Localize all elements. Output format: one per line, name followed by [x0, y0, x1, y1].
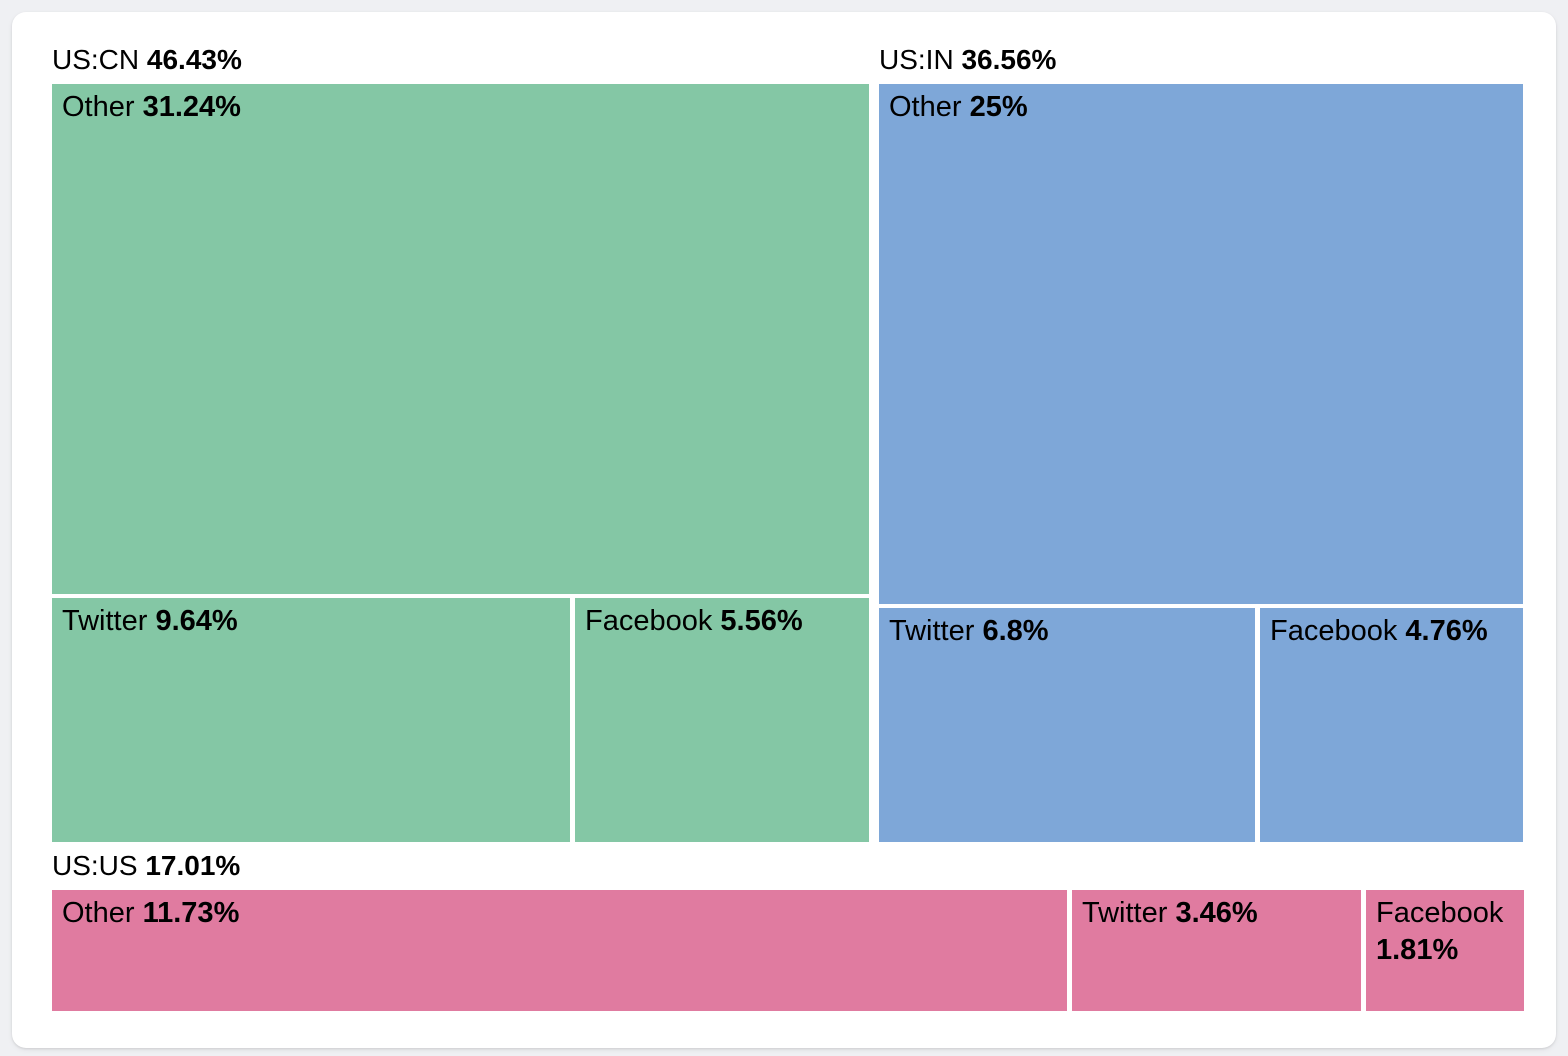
tile-label: Other [889, 91, 962, 123]
group-percent: 46.43% [146, 44, 242, 75]
tile-label: Twitter [889, 615, 975, 647]
treemap-tile-us-in-twitter[interactable]: Twitter 6.8% [879, 608, 1255, 842]
tile-percent: 1.81% [1376, 934, 1459, 966]
treemap-tile-us-cn-twitter[interactable]: Twitter 9.64% [52, 598, 570, 842]
treemap-tile-us-us-facebook[interactable]: Facebook 1.81% [1366, 890, 1524, 1011]
tile-percent: 6.8% [982, 615, 1049, 647]
treemap-tile-us-cn-other[interactable]: Other 31.24% [52, 84, 869, 594]
group-label: US:CN [52, 44, 140, 75]
tile-percent: 25% [969, 91, 1028, 123]
tile-label: Facebook [1270, 615, 1398, 647]
treemap-tile-us-us-other[interactable]: Other 11.73% [52, 890, 1067, 1011]
treemap-tile-us-cn-facebook[interactable]: Facebook 5.56% [575, 598, 869, 842]
group-header-us-cn: US:CN 46.43% [52, 42, 242, 78]
tile-label: Facebook [585, 605, 713, 637]
tile-label: Other [62, 897, 135, 929]
tile-label: Facebook [1376, 897, 1504, 929]
treemap-tile-us-in-facebook[interactable]: Facebook 4.76% [1260, 608, 1523, 842]
chart-card: US:CN 46.43% Other 31.24% Twitter 9.64% … [12, 12, 1556, 1048]
group-percent: 36.56% [961, 44, 1057, 75]
group-percent: 17.01% [145, 850, 241, 881]
tile-percent: 3.46% [1175, 897, 1258, 929]
treemap-tile-us-in-other[interactable]: Other 25% [879, 84, 1523, 604]
treemap-tile-us-us-twitter[interactable]: Twitter 3.46% [1072, 890, 1361, 1011]
tile-percent: 4.76% [1405, 615, 1488, 647]
tile-percent: 11.73% [142, 897, 240, 929]
group-header-us-in: US:IN 36.56% [879, 42, 1056, 78]
tile-label: Twitter [62, 605, 148, 637]
group-header-us-us: US:US 17.01% [52, 848, 240, 884]
tile-percent: 9.64% [155, 605, 238, 637]
tile-label: Other [62, 91, 135, 123]
group-label: US:IN [879, 44, 954, 75]
tile-label: Twitter [1082, 897, 1168, 929]
group-label: US:US [52, 850, 138, 881]
tile-percent: 5.56% [720, 605, 803, 637]
treemap-chart: US:CN 46.43% Other 31.24% Twitter 9.64% … [12, 12, 1556, 1048]
tile-percent: 31.24% [142, 91, 241, 123]
